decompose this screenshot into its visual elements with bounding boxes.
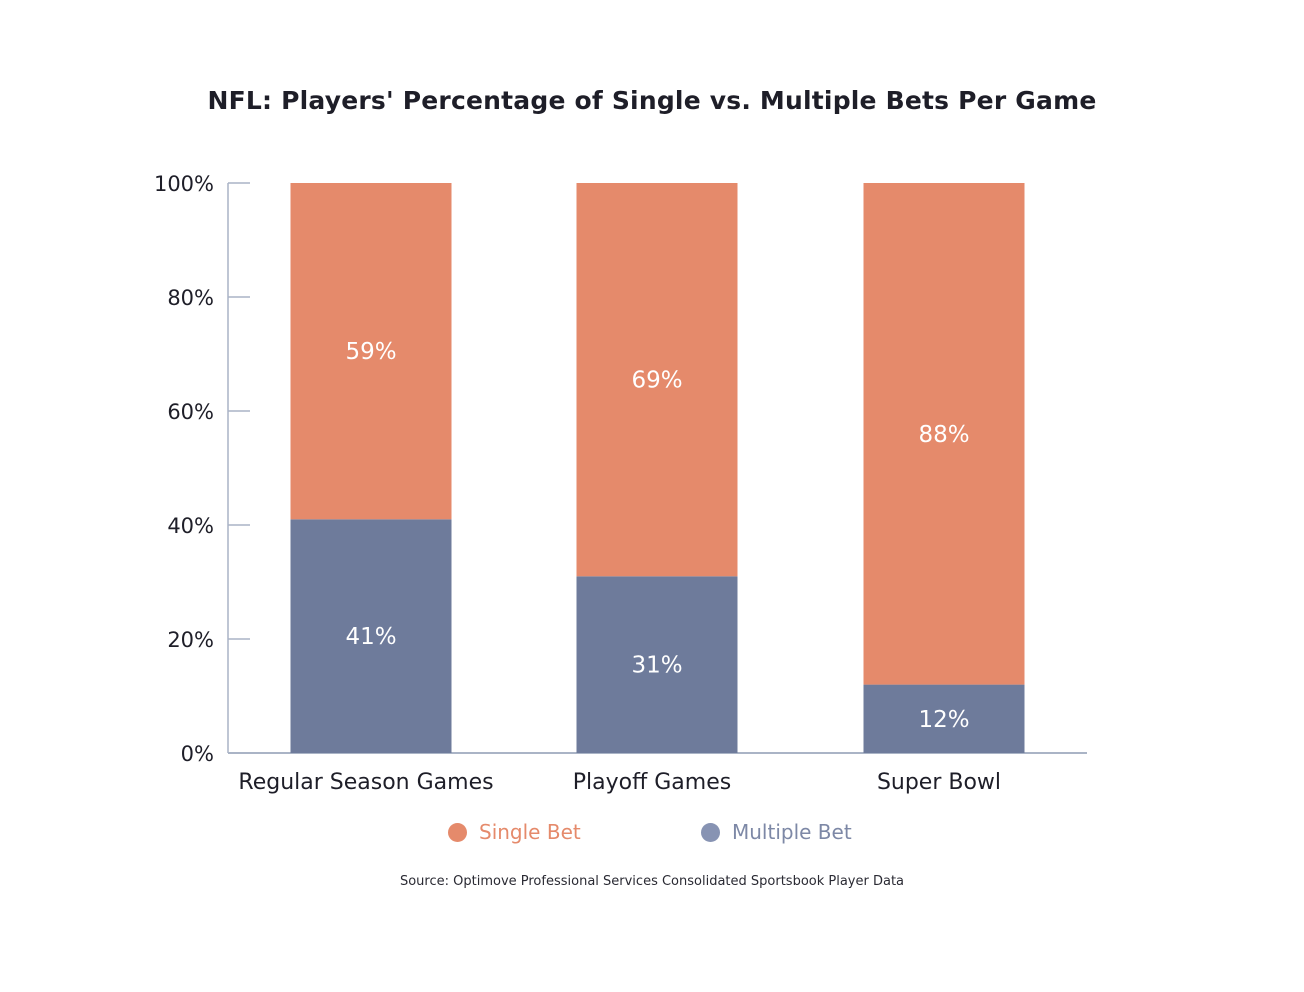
bar-single-bet-0 bbox=[290, 183, 452, 520]
y-tick-label-80: 80% bbox=[167, 286, 214, 310]
y-tick-label-100: 100% bbox=[154, 172, 214, 196]
legend: Single Bet Multiple Bet bbox=[0, 820, 1304, 850]
x-tick-label-1: Playoff Games bbox=[573, 770, 731, 795]
y-tick-label-20: 20% bbox=[167, 628, 214, 652]
chart-title: NFL: Players' Percentage of Single vs. M… bbox=[207, 86, 1097, 115]
legend-single-bet-label: Single Bet bbox=[479, 820, 581, 844]
bar-multiple-bet-0 bbox=[290, 519, 452, 753]
x-tick-label-0: Regular Season Games bbox=[238, 770, 493, 795]
y-tick-label-0: 0% bbox=[181, 742, 214, 766]
bar-multiple-bet-2 bbox=[863, 684, 1025, 753]
legend-item-multiple-bet[interactable]: Multiple Bet bbox=[701, 820, 852, 844]
legend-multiple-bet-dot-icon bbox=[701, 822, 720, 842]
legend-single-bet-dot-icon bbox=[448, 822, 467, 842]
bar-multiple-bet-1 bbox=[576, 576, 738, 753]
bars bbox=[290, 183, 1025, 753]
legend-item-single-bet[interactable]: Single Bet bbox=[448, 820, 581, 844]
y-tick-label-60: 60% bbox=[167, 400, 214, 424]
data-label-multiple-bet-0: 41% bbox=[345, 624, 396, 650]
y-tick-label-40: 40% bbox=[167, 514, 214, 538]
source-note: Source: Optimove Professional Services C… bbox=[399, 874, 905, 889]
data-label-multiple-bet-2: 12% bbox=[918, 707, 969, 733]
data-label-single-bet-1: 69% bbox=[631, 368, 682, 394]
labels: 41% 59% Regular Season Games 31% 69% Playoff … bbox=[238, 339, 1001, 795]
bar-single-bet-2 bbox=[863, 183, 1025, 685]
legend-multiple-bet-label: Multiple Bet bbox=[732, 820, 852, 844]
bar-single-bet-1 bbox=[576, 183, 738, 577]
data-label-multiple-bet-1: 31% bbox=[631, 653, 682, 679]
data-label-single-bet-0: 59% bbox=[345, 339, 396, 365]
data-label-single-bet-2: 88% bbox=[918, 422, 969, 448]
x-tick-label-2: Super Bowl bbox=[877, 770, 1001, 795]
